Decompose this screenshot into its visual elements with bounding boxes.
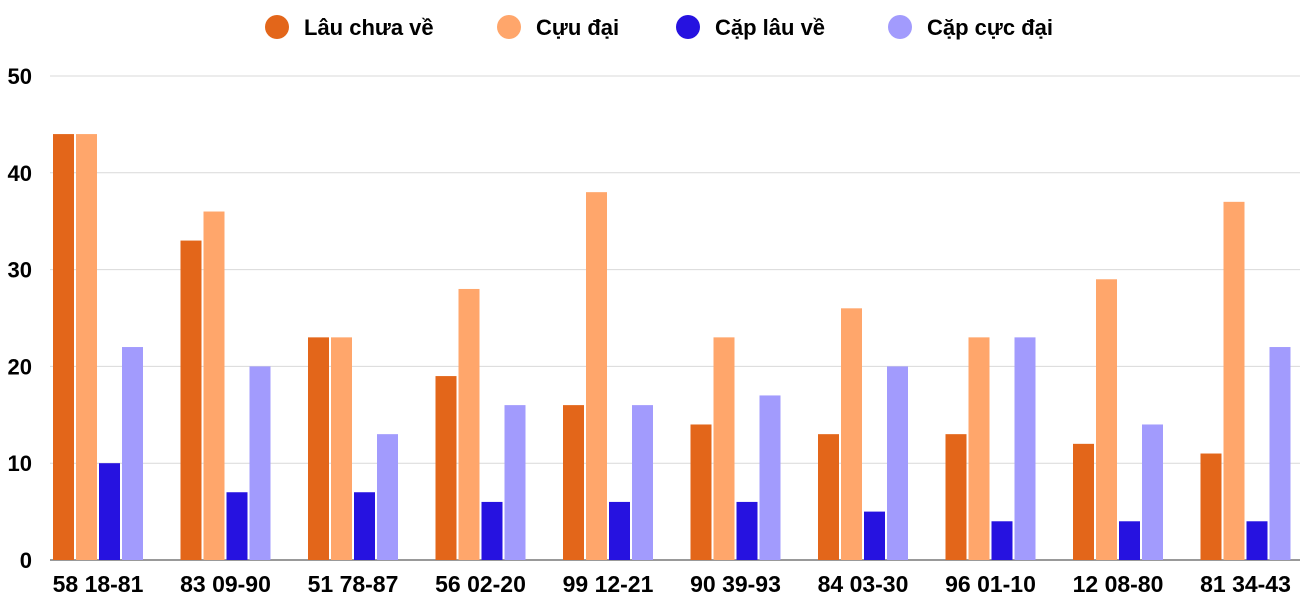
bar bbox=[1014, 337, 1036, 560]
y-tick-label: 20 bbox=[8, 354, 32, 379]
legend-label: Lâu chưa về bbox=[304, 15, 434, 40]
x-tick-label: 83 09-90 bbox=[180, 571, 271, 597]
legend-label: Cặp cực đại bbox=[927, 15, 1053, 40]
bar bbox=[1119, 521, 1140, 560]
x-tick-label: 51 78-87 bbox=[308, 571, 399, 597]
bar bbox=[458, 288, 480, 560]
bar bbox=[504, 405, 526, 560]
bar bbox=[1269, 347, 1291, 560]
bar bbox=[331, 337, 352, 560]
bar bbox=[991, 521, 1013, 560]
y-tick-label: 10 bbox=[8, 451, 32, 476]
bar bbox=[586, 192, 607, 560]
bar bbox=[1246, 521, 1268, 560]
y-tick-label: 50 bbox=[8, 64, 32, 89]
bar bbox=[563, 405, 584, 560]
legend-marker bbox=[888, 15, 912, 39]
bar bbox=[759, 395, 781, 560]
y-tick-label: 40 bbox=[8, 161, 32, 186]
y-tick-label: 30 bbox=[8, 258, 32, 283]
x-tick-label: 56 02-20 bbox=[435, 571, 526, 597]
bar bbox=[377, 434, 398, 560]
bar bbox=[53, 134, 74, 560]
bar bbox=[690, 424, 712, 560]
bars bbox=[53, 134, 1291, 560]
bar bbox=[180, 240, 202, 560]
bar bbox=[864, 511, 885, 560]
x-tick-label: 81 34-43 bbox=[1200, 571, 1291, 597]
x-tick-label: 96 01-10 bbox=[945, 571, 1036, 597]
bar bbox=[435, 376, 457, 560]
bar bbox=[1142, 424, 1163, 560]
bar bbox=[481, 501, 503, 560]
legend: Lâu chưa về Cựu đại Cặp lâu về Cặp cực đại bbox=[265, 15, 1053, 40]
legend-marker bbox=[497, 15, 521, 39]
legend-marker bbox=[676, 15, 700, 39]
bar bbox=[76, 134, 97, 560]
x-tick-label: 99 12-21 bbox=[563, 571, 654, 597]
y-axis: 0 10 20 30 40 50 bbox=[8, 64, 32, 573]
bar bbox=[354, 492, 375, 560]
bar bbox=[818, 434, 839, 560]
bar bbox=[99, 463, 120, 560]
bar bbox=[968, 337, 990, 560]
x-tick-label: 58 18-81 bbox=[53, 571, 144, 597]
bar bbox=[308, 337, 329, 560]
bar bbox=[713, 337, 735, 560]
bar bbox=[1096, 279, 1117, 560]
x-tick-label: 90 39-93 bbox=[690, 571, 781, 597]
bar bbox=[887, 366, 908, 560]
legend-label: Cựu đại bbox=[536, 15, 619, 40]
bar bbox=[1223, 201, 1245, 560]
bar bbox=[1200, 453, 1222, 560]
bar bbox=[1073, 443, 1094, 560]
bar bbox=[736, 501, 758, 560]
legend-marker bbox=[265, 15, 289, 39]
bar bbox=[841, 308, 862, 560]
bar bbox=[945, 434, 967, 560]
bar bbox=[249, 366, 271, 560]
bar bbox=[609, 501, 630, 560]
y-tick-label: 0 bbox=[20, 548, 32, 573]
bar bbox=[632, 405, 653, 560]
bar bbox=[122, 347, 143, 560]
bar bbox=[226, 492, 248, 560]
legend-label: Cặp lâu về bbox=[715, 15, 825, 40]
bar bbox=[203, 211, 225, 560]
x-tick-label: 12 08-80 bbox=[1073, 571, 1164, 597]
x-tick-label: 84 03-30 bbox=[818, 571, 909, 597]
x-axis: 58 18-81 83 09-90 51 78-87 56 02-20 99 12-21… bbox=[53, 571, 1291, 597]
